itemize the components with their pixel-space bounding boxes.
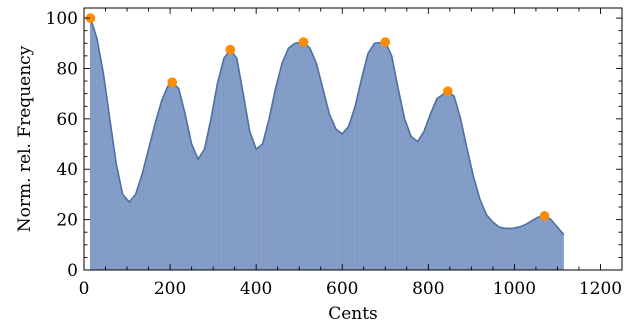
x-tick-label: 1200 bbox=[579, 279, 622, 299]
x-tick-label: 400 bbox=[240, 279, 272, 299]
x-tick-label: 200 bbox=[154, 279, 186, 299]
peak-point bbox=[442, 86, 453, 96]
plot-frame bbox=[83, 7, 623, 271]
peak-point bbox=[167, 77, 178, 88]
plot-area bbox=[85, 13, 565, 270]
peak-point bbox=[85, 13, 96, 23]
x-axis: 0 200 400 600 800 1000 1200 bbox=[79, 8, 623, 299]
peak-point bbox=[380, 37, 391, 47]
series-line bbox=[89, 17, 565, 236]
series-bars bbox=[90, 18, 564, 270]
peak-point bbox=[539, 211, 550, 221]
y-tick-label: 100 bbox=[46, 9, 78, 29]
y-tick-label: 80 bbox=[56, 59, 78, 79]
y-tick-label: 0 bbox=[67, 261, 78, 281]
peak-point bbox=[298, 37, 309, 47]
y-tick-label: 60 bbox=[56, 110, 78, 130]
x-tick-label: 1000 bbox=[493, 279, 536, 299]
y-tick-label: 40 bbox=[56, 160, 78, 180]
y-tick-label: 20 bbox=[56, 211, 78, 231]
y-axis-title: Norm. rel. Frequency bbox=[15, 45, 35, 232]
x-tick-label: 0 bbox=[79, 279, 90, 299]
x-tick-label: 600 bbox=[326, 279, 358, 299]
x-axis-title: Cents bbox=[328, 304, 378, 324]
x-tick-label: 800 bbox=[412, 279, 444, 299]
y-axis: 0 20 40 60 80 100 bbox=[46, 9, 622, 281]
peak-point bbox=[225, 44, 236, 55]
